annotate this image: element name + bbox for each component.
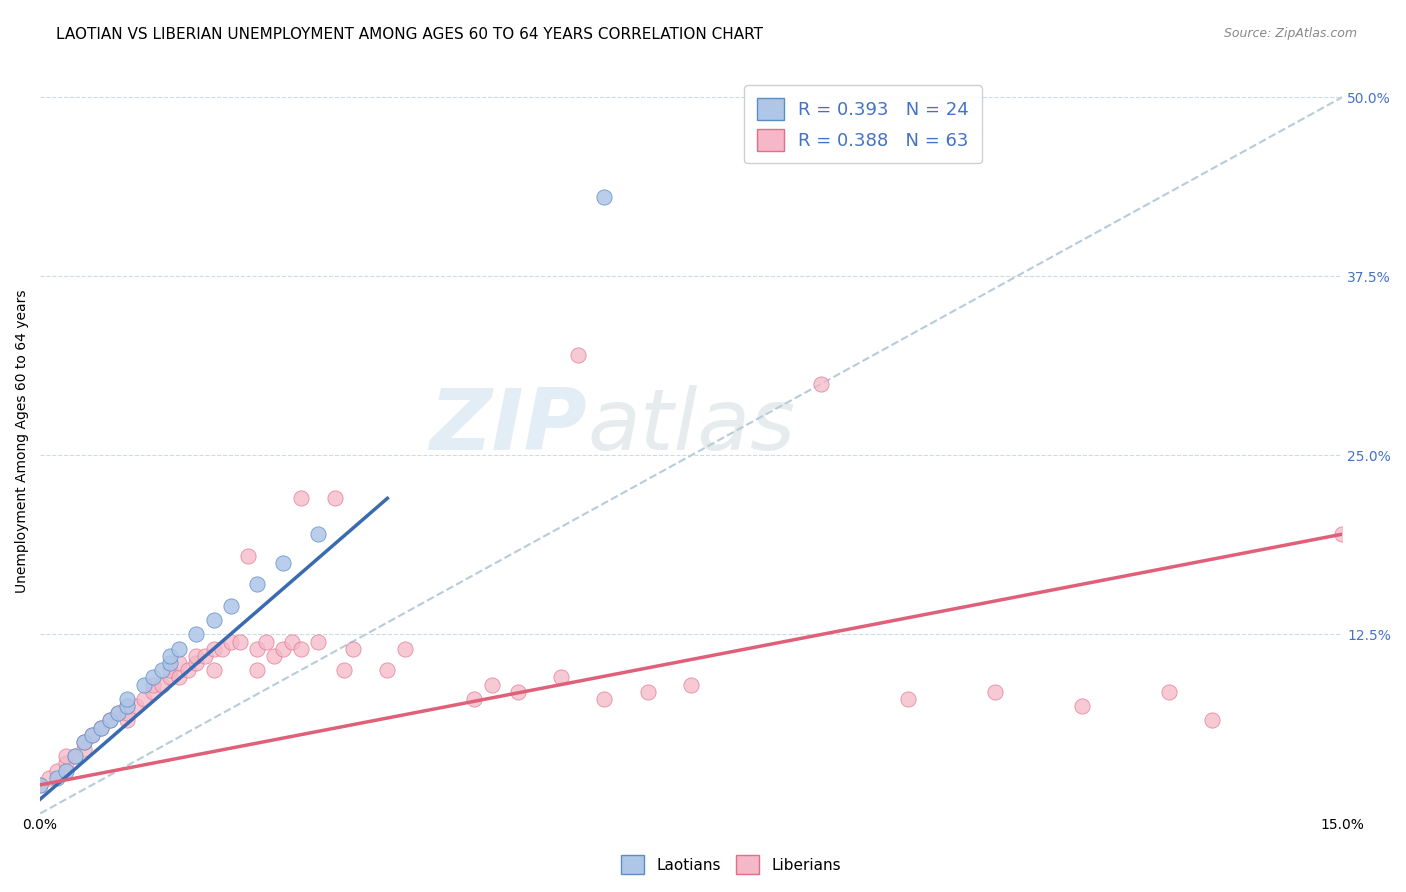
Point: [246, 577, 269, 591]
Point: [271, 641, 294, 656]
Y-axis label: Unemployment Among Ages 60 to 64 years: Unemployment Among Ages 60 to 64 years: [15, 289, 30, 593]
Point: [30, 778, 52, 792]
Point: [202, 641, 225, 656]
Point: [46, 764, 69, 778]
Point: [254, 634, 277, 648]
Legend: R = 0.393   N = 24, R = 0.388   N = 63: R = 0.393 N = 24, R = 0.388 N = 63: [744, 85, 981, 163]
Point: [63, 749, 86, 764]
Point: [637, 685, 659, 699]
Point: [107, 706, 129, 721]
Point: [186, 627, 208, 641]
Point: [55, 756, 77, 771]
Point: [82, 728, 104, 742]
Point: [375, 663, 398, 677]
Point: [342, 641, 364, 656]
Point: [1070, 699, 1092, 714]
Point: [124, 699, 146, 714]
Point: [194, 648, 217, 663]
Point: [107, 706, 129, 721]
Point: [159, 648, 181, 663]
Point: [167, 656, 190, 670]
Point: [186, 656, 208, 670]
Point: [90, 721, 112, 735]
Point: [186, 648, 208, 663]
Point: [593, 190, 616, 204]
Point: [307, 634, 329, 648]
Point: [290, 491, 312, 506]
Point: [115, 706, 138, 721]
Point: [72, 735, 94, 749]
Point: [1201, 714, 1223, 728]
Point: [55, 764, 77, 778]
Point: [55, 749, 77, 764]
Text: Source: ZipAtlas.com: Source: ZipAtlas.com: [1223, 27, 1357, 40]
Point: [202, 613, 225, 627]
Point: [897, 692, 920, 706]
Point: [98, 714, 121, 728]
Point: [72, 735, 94, 749]
Point: [115, 692, 138, 706]
Point: [30, 778, 52, 792]
Text: ZIP: ZIP: [429, 384, 588, 467]
Point: [394, 641, 416, 656]
Point: [159, 656, 181, 670]
Text: LAOTIAN VS LIBERIAN UNEMPLOYMENT AMONG AGES 60 TO 64 YEARS CORRELATION CHART: LAOTIAN VS LIBERIAN UNEMPLOYMENT AMONG A…: [56, 27, 763, 42]
Point: [211, 641, 233, 656]
Point: [984, 685, 1007, 699]
Point: [167, 641, 190, 656]
Point: [134, 677, 156, 691]
Point: [506, 685, 529, 699]
Point: [281, 634, 304, 648]
Point: [46, 771, 69, 785]
Point: [159, 663, 181, 677]
Point: [150, 663, 173, 677]
Point: [481, 677, 503, 691]
Point: [167, 670, 190, 684]
Point: [142, 685, 165, 699]
Point: [593, 692, 616, 706]
Point: [98, 714, 121, 728]
Point: [1157, 685, 1180, 699]
Point: [550, 670, 572, 684]
Point: [142, 677, 165, 691]
Point: [150, 677, 173, 691]
Point: [307, 527, 329, 541]
Point: [290, 641, 312, 656]
Point: [246, 641, 269, 656]
Point: [810, 376, 832, 391]
Point: [159, 670, 181, 684]
Legend: Laotians, Liberians: Laotians, Liberians: [616, 849, 846, 880]
Point: [176, 663, 198, 677]
Point: [142, 670, 165, 684]
Point: [238, 549, 260, 563]
Point: [1331, 527, 1354, 541]
Point: [323, 491, 346, 506]
Point: [115, 714, 138, 728]
Point: [263, 648, 285, 663]
Point: [134, 692, 156, 706]
Point: [115, 699, 138, 714]
Point: [246, 663, 269, 677]
Point: [115, 699, 138, 714]
Point: [72, 742, 94, 756]
Point: [82, 728, 104, 742]
Point: [681, 677, 703, 691]
Point: [219, 599, 242, 613]
Point: [90, 721, 112, 735]
Point: [63, 749, 86, 764]
Point: [333, 663, 356, 677]
Point: [38, 771, 60, 785]
Text: atlas: atlas: [588, 384, 794, 467]
Point: [202, 663, 225, 677]
Point: [271, 556, 294, 570]
Point: [219, 634, 242, 648]
Point: [463, 692, 485, 706]
Point: [229, 634, 252, 648]
Point: [567, 348, 589, 362]
